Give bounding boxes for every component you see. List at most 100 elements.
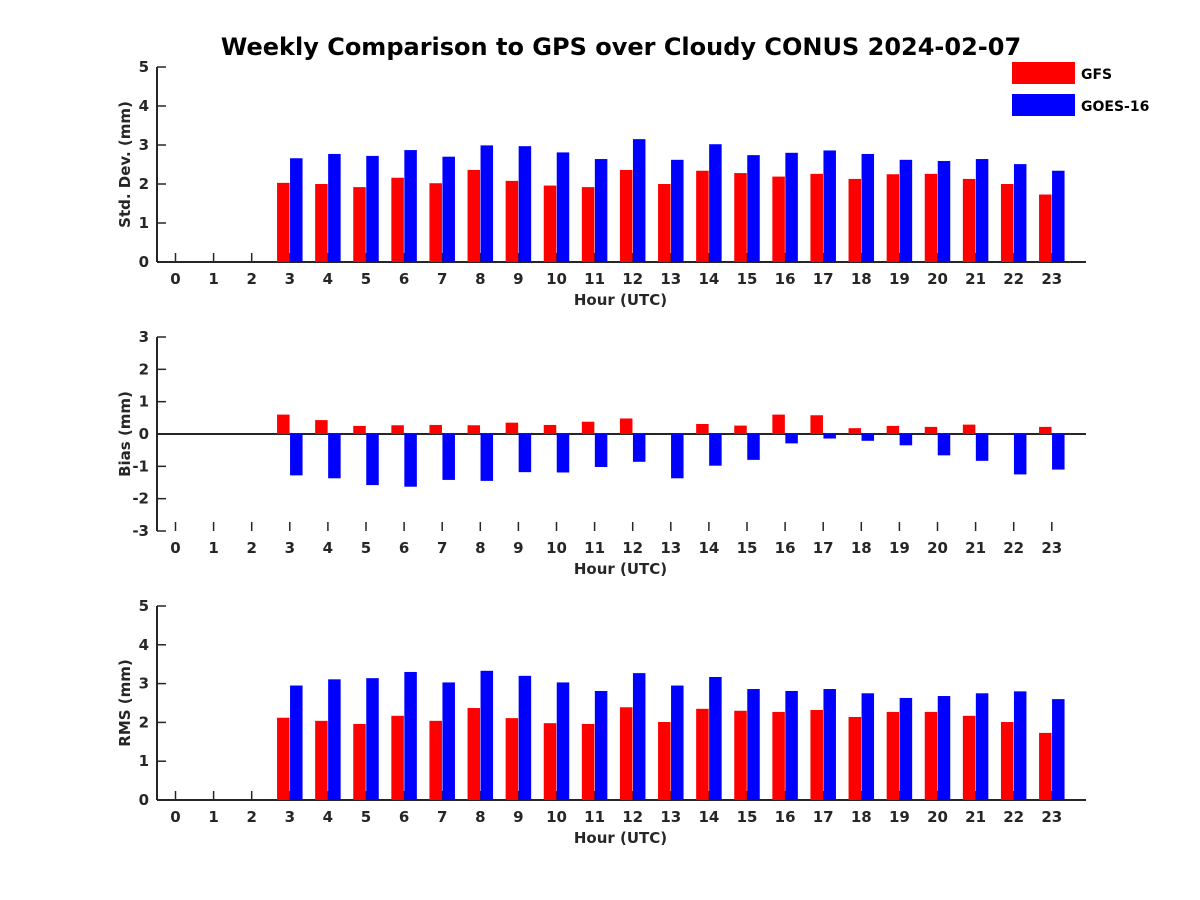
std-dev-bar-goes16 [1052,170,1065,262]
std-dev-bar-goes16 [899,159,913,262]
bias-y-tick-label: -2 [132,490,149,508]
rms-y-label: RMS (mm) [116,659,134,746]
bias-bar-gfs [429,424,442,434]
std-dev-x-tick-label: 22 [1003,270,1024,288]
bias-bar-gfs [848,428,862,434]
rms-bar-gfs [924,711,938,800]
bias-bar-goes16 [709,434,722,466]
bias-y-tick-label: 2 [139,360,149,378]
bias-x-tick-label: 12 [622,539,643,557]
std-dev-x-tick-label: 15 [737,270,758,288]
std-dev-bar-gfs [277,182,290,262]
std-dev-bar-goes16 [632,139,646,262]
std-dev-y-tick-label: 4 [139,97,149,115]
bias-y-tick-label: -1 [132,457,149,475]
bias-x-tick-label: 16 [775,539,796,557]
rms-bar-goes16 [1052,699,1065,800]
std-dev-x-tick-label: 0 [170,270,180,288]
legend-swatch-goes16 [1012,94,1075,116]
std-dev-y-tick-label: 3 [139,136,149,154]
std-dev-x-tick-label: 8 [475,270,485,288]
rms-bar-goes16 [709,677,722,800]
std-dev-x-tick-label: 3 [285,270,295,288]
std-dev-bar-goes16 [366,155,379,262]
bias-bar-goes16 [518,434,532,473]
rms-x-tick-label: 1 [208,808,218,826]
rms-x-tick-label: 20 [927,808,948,826]
rms-y-tick-label: 0 [139,791,149,809]
std-dev-x-tick-label: 5 [361,270,371,288]
std-dev-x-tick-label: 19 [889,270,910,288]
bias-bar-gfs [734,425,747,434]
rms-x-tick-label: 13 [660,808,681,826]
std-dev-bar-gfs [581,187,595,262]
bias-bar-goes16 [1013,434,1027,475]
bias-bar-gfs [696,423,709,434]
std-dev-bar-goes16 [861,153,875,262]
std-dev-bar-goes16 [709,144,722,262]
bias-x-tick-label: 10 [546,539,567,557]
std-dev-x-tick-label: 14 [698,270,719,288]
rms-bar-goes16 [1013,691,1027,800]
std-dev-bar-gfs [391,177,404,262]
std-dev-x-tick-label: 18 [851,270,872,288]
std-dev-bar-goes16 [556,152,570,262]
legend-label-goes16: GOES-16 [1081,99,1149,115]
std-dev-bar-goes16 [404,150,417,262]
bias-x-tick-label: 22 [1003,539,1024,557]
legend-swatch-gfs [1012,62,1075,84]
bias-x-tick-label: 6 [399,539,409,557]
bias-bar-goes16 [366,434,379,486]
std-dev-x-tick-label: 12 [622,270,643,288]
rms-bar-goes16 [290,685,303,800]
std-dev-bar-gfs [353,187,366,262]
bias-x-tick-label: 9 [513,539,523,557]
bias-bar-goes16 [671,434,684,479]
bias-bar-gfs [886,425,900,434]
rms-bar-gfs [772,711,785,800]
rms-x-tick-label: 6 [399,808,409,826]
bias-bar-goes16 [290,434,303,476]
bias-bar-goes16 [747,434,760,460]
std-dev-x-tick-label: 13 [660,270,681,288]
rms-x-label: Hour (UTC) [574,829,667,847]
bias-bar-gfs [277,414,290,434]
bias-x-tick-label: 21 [965,539,986,557]
std-dev-x-label: Hour (UTC) [574,291,667,309]
rms-x-tick-label: 8 [475,808,485,826]
rms-bar-goes16 [823,689,836,800]
std-dev-y-tick-label: 0 [139,253,149,271]
bias-bar-goes16 [404,434,417,487]
rms-bar-gfs [505,718,519,800]
bias-x-tick-label: 17 [813,539,834,557]
rms-y-tick-label: 4 [139,636,149,654]
rms-bar-gfs [848,716,862,800]
bias-bar-gfs [315,420,328,434]
bias-x-tick-label: 11 [584,539,605,557]
rms-x-tick-label: 18 [851,808,872,826]
bias-x-tick-label: 20 [927,539,948,557]
std-dev-bar-gfs [734,173,747,262]
bias-bar-gfs [505,422,519,434]
rms-bar-goes16 [594,690,608,800]
rms-y-tick-label: 3 [139,675,149,693]
std-dev-x-tick-label: 11 [584,270,605,288]
bias-x-tick-label: 14 [698,539,719,557]
rms-x-tick-label: 4 [323,808,333,826]
std-dev-bar-gfs [810,173,823,262]
rms-bar-gfs [1000,722,1014,800]
rms-bar-goes16 [518,675,532,800]
bias-y-tick-label: -3 [132,522,149,540]
std-dev-bar-gfs [619,169,633,262]
rms-bar-gfs [658,722,671,800]
bias-bar-gfs [1039,426,1052,434]
rms-bar-gfs [277,717,290,800]
rms-x-tick-label: 19 [889,808,910,826]
std-dev-bar-goes16 [518,146,532,262]
bias-bar-goes16 [823,434,836,439]
std-dev-bar-gfs [924,173,938,262]
rms-x-tick-label: 0 [170,808,180,826]
bias-x-tick-label: 0 [170,539,180,557]
bias-bar-goes16 [937,434,951,456]
std-dev-bar-goes16 [480,145,494,262]
